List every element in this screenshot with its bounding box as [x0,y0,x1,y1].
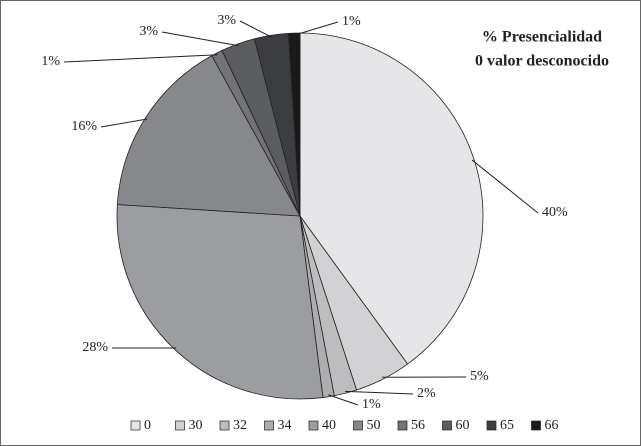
legend-label: 60 [456,418,470,433]
legend-label: 34 [278,418,292,433]
legend-swatch [397,420,408,431]
legend-label: 0 [144,418,151,433]
leader-line [63,54,218,63]
legend-label: 65 [500,418,514,433]
legend-swatch [442,420,452,431]
leader-line [161,31,239,47]
legend-swatch [219,420,230,431]
data-label: 28% [82,340,108,355]
leader-line [471,159,539,214]
chart-title: % Presencialidad [482,29,602,46]
legend-swatch [486,420,497,431]
leader-line [294,21,339,36]
legend-label: 40 [322,418,336,433]
legend-swatch [353,420,363,431]
leader-line [328,394,359,406]
pie-slice [116,55,301,217]
data-label: 1% [342,14,361,29]
data-label: 5% [470,369,489,384]
legend-label: 30 [189,418,203,433]
leader-line [344,390,414,395]
data-label: 2% [417,386,436,401]
legend-swatch [308,420,319,431]
legend-swatch [175,420,185,431]
data-label: 3% [217,13,236,28]
data-label: 40% [542,205,568,220]
leader-line [100,118,148,128]
legend-label: 32 [233,418,247,433]
legend-label: 50 [367,418,381,433]
data-label: 1% [362,397,381,412]
data-label: 3% [139,24,158,39]
data-label: 16% [71,119,97,134]
legend-label: 66 [545,418,559,433]
pie-slice [116,204,324,400]
leader-line [239,20,272,38]
legend-swatch [531,420,541,431]
pie-slice [299,32,484,365]
legend-label: 56 [411,418,425,433]
legend-swatch [130,420,141,431]
data-label: 1% [41,54,60,69]
chart-subtitle: 0 valor desconocido [475,53,609,70]
legend-swatch [264,420,274,431]
